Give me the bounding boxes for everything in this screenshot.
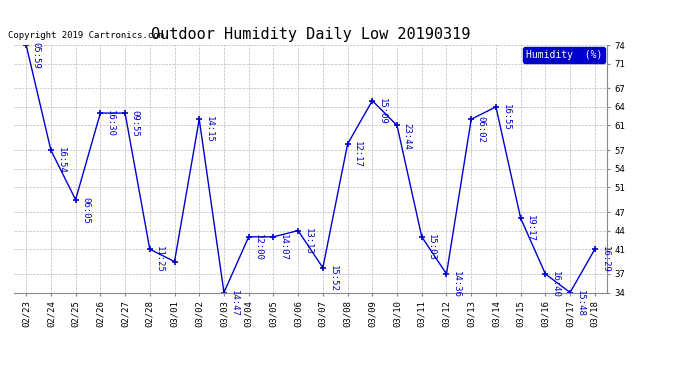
Text: 19:17: 19:17 xyxy=(526,216,535,242)
Text: 23:44: 23:44 xyxy=(402,123,412,150)
Text: 14:36: 14:36 xyxy=(452,271,461,298)
Text: 14:07: 14:07 xyxy=(279,234,288,261)
Text: 15:48: 15:48 xyxy=(575,290,584,316)
Text: 14:47: 14:47 xyxy=(230,290,239,316)
Text: 05:59: 05:59 xyxy=(32,42,41,69)
Text: 14:15: 14:15 xyxy=(205,117,214,143)
Text: 15:03: 15:03 xyxy=(427,234,436,261)
Text: 15:09: 15:09 xyxy=(378,98,387,125)
Legend: Humidity  (%): Humidity (%) xyxy=(523,47,605,63)
Title: Outdoor Humidity Daily Low 20190319: Outdoor Humidity Daily Low 20190319 xyxy=(151,27,470,42)
Text: 13:13: 13:13 xyxy=(304,228,313,255)
Text: 16:40: 16:40 xyxy=(551,271,560,298)
Text: 16:54: 16:54 xyxy=(57,147,66,174)
Text: 09:55: 09:55 xyxy=(130,110,139,137)
Text: 15:52: 15:52 xyxy=(328,265,337,292)
Text: 16:30: 16:30 xyxy=(106,110,115,137)
Text: 06:05: 06:05 xyxy=(81,197,90,224)
Text: Copyright 2019 Cartronics.com: Copyright 2019 Cartronics.com xyxy=(8,31,164,40)
Text: 11:25: 11:25 xyxy=(155,246,164,273)
Text: 16:29: 16:29 xyxy=(600,246,609,273)
Text: 12:00: 12:00 xyxy=(254,234,264,261)
Text: 16:55: 16:55 xyxy=(502,104,511,131)
Text: 06:02: 06:02 xyxy=(477,117,486,143)
Text: 12:17: 12:17 xyxy=(353,141,362,168)
